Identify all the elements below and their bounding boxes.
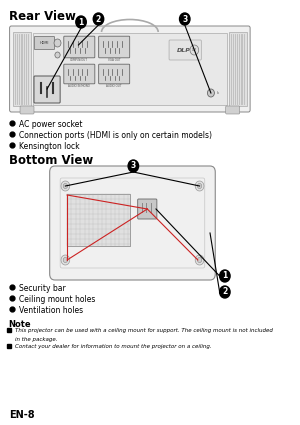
- Text: AUDIO OUT: AUDIO OUT: [106, 84, 122, 88]
- Circle shape: [54, 39, 61, 47]
- Text: AUDIO IN/MONO: AUDIO IN/MONO: [68, 84, 90, 88]
- Text: Bottom View: Bottom View: [9, 154, 93, 167]
- Text: in the package.: in the package.: [15, 337, 57, 342]
- Text: Note: Note: [9, 320, 31, 329]
- Text: Connection ports (HDMI is only on certain models): Connection ports (HDMI is only on certai…: [19, 131, 212, 140]
- FancyBboxPatch shape: [50, 166, 215, 280]
- Text: k: k: [216, 91, 218, 95]
- Text: Ceiling mount holes: Ceiling mount holes: [19, 295, 95, 304]
- Circle shape: [55, 52, 60, 58]
- Bar: [33, 33, 226, 105]
- Circle shape: [63, 258, 68, 263]
- Circle shape: [63, 184, 68, 189]
- FancyBboxPatch shape: [34, 76, 60, 103]
- Text: Kensington lock: Kensington lock: [19, 142, 80, 151]
- Text: 2: 2: [222, 287, 227, 297]
- Text: AC power socket: AC power socket: [19, 120, 83, 129]
- Circle shape: [195, 181, 204, 191]
- Text: This projector can be used with a ceiling mount for support. The ceiling mount i: This projector can be used with a ceilin…: [15, 328, 273, 333]
- Circle shape: [190, 45, 199, 55]
- Bar: [67, 194, 130, 246]
- FancyBboxPatch shape: [64, 64, 95, 84]
- Circle shape: [76, 16, 86, 28]
- FancyBboxPatch shape: [226, 106, 240, 114]
- Text: Contact your dealer for information to mount the projector on a ceiling.: Contact your dealer for information to m…: [15, 344, 211, 349]
- Text: 2: 2: [96, 14, 101, 23]
- FancyBboxPatch shape: [64, 36, 95, 58]
- Bar: [67, 194, 130, 246]
- FancyBboxPatch shape: [99, 36, 130, 58]
- Circle shape: [179, 13, 190, 25]
- Circle shape: [61, 181, 70, 191]
- Text: COMP.IN/OUT: COMP.IN/OUT: [70, 58, 88, 62]
- Text: Rear View: Rear View: [9, 10, 76, 23]
- Circle shape: [197, 184, 202, 189]
- Text: VGA OUT: VGA OUT: [108, 58, 121, 62]
- Text: DLP: DLP: [192, 48, 197, 52]
- Circle shape: [61, 255, 70, 265]
- Circle shape: [197, 258, 202, 263]
- Text: Ventilation holes: Ventilation holes: [19, 306, 83, 315]
- FancyBboxPatch shape: [138, 199, 157, 219]
- Text: Security bar: Security bar: [19, 284, 66, 293]
- Text: 3: 3: [182, 14, 188, 23]
- Bar: [13, 32, 31, 106]
- Circle shape: [207, 89, 214, 97]
- Circle shape: [220, 286, 230, 298]
- Text: 1: 1: [78, 17, 84, 26]
- FancyBboxPatch shape: [169, 40, 201, 60]
- Circle shape: [220, 270, 230, 282]
- Text: EN-8: EN-8: [9, 410, 34, 420]
- FancyBboxPatch shape: [99, 64, 130, 84]
- FancyBboxPatch shape: [20, 106, 34, 114]
- FancyBboxPatch shape: [34, 37, 55, 49]
- Circle shape: [128, 160, 139, 172]
- Circle shape: [195, 255, 204, 265]
- Text: 3: 3: [131, 162, 136, 170]
- Circle shape: [93, 13, 104, 25]
- Bar: [229, 32, 247, 106]
- Text: DLP: DLP: [177, 48, 191, 53]
- Text: 1: 1: [222, 272, 227, 280]
- FancyBboxPatch shape: [10, 26, 250, 112]
- Text: HDMI: HDMI: [40, 41, 49, 45]
